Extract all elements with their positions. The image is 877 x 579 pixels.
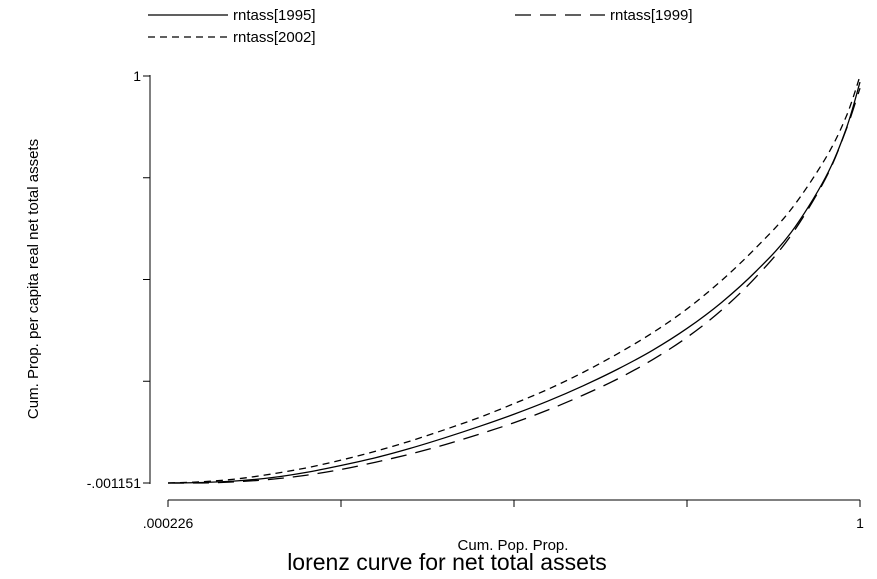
y-tick-label-min: -.001151 — [87, 475, 141, 491]
plot-area — [167, 75, 861, 484]
legend-label-1: rntass[1999] — [610, 7, 693, 24]
x-axis-title: Cum. Pop. Prop. — [458, 537, 569, 554]
y-tick-label-max: 1 — [133, 68, 141, 84]
axes — [143, 75, 861, 507]
x-tick-label-min: .000226 — [143, 515, 194, 531]
chart-title: lorenz curve for net total assets — [287, 549, 607, 575]
series-line-2 — [167, 75, 861, 484]
legend-label-2: rntass[2002] — [233, 29, 316, 46]
series-line-1 — [167, 87, 861, 484]
legend: rntass[1995] rntass[1999] rntass[2002] — [148, 7, 693, 46]
legend-label-0: rntass[1995] — [233, 7, 316, 24]
y-axis-title: Cum. Prop. per capita real net total ass… — [25, 139, 42, 419]
x-tick-label-max: 1 — [856, 515, 864, 531]
y-ticks — [143, 75, 150, 484]
series-line-0 — [167, 81, 861, 484]
x-ticks — [167, 500, 861, 507]
